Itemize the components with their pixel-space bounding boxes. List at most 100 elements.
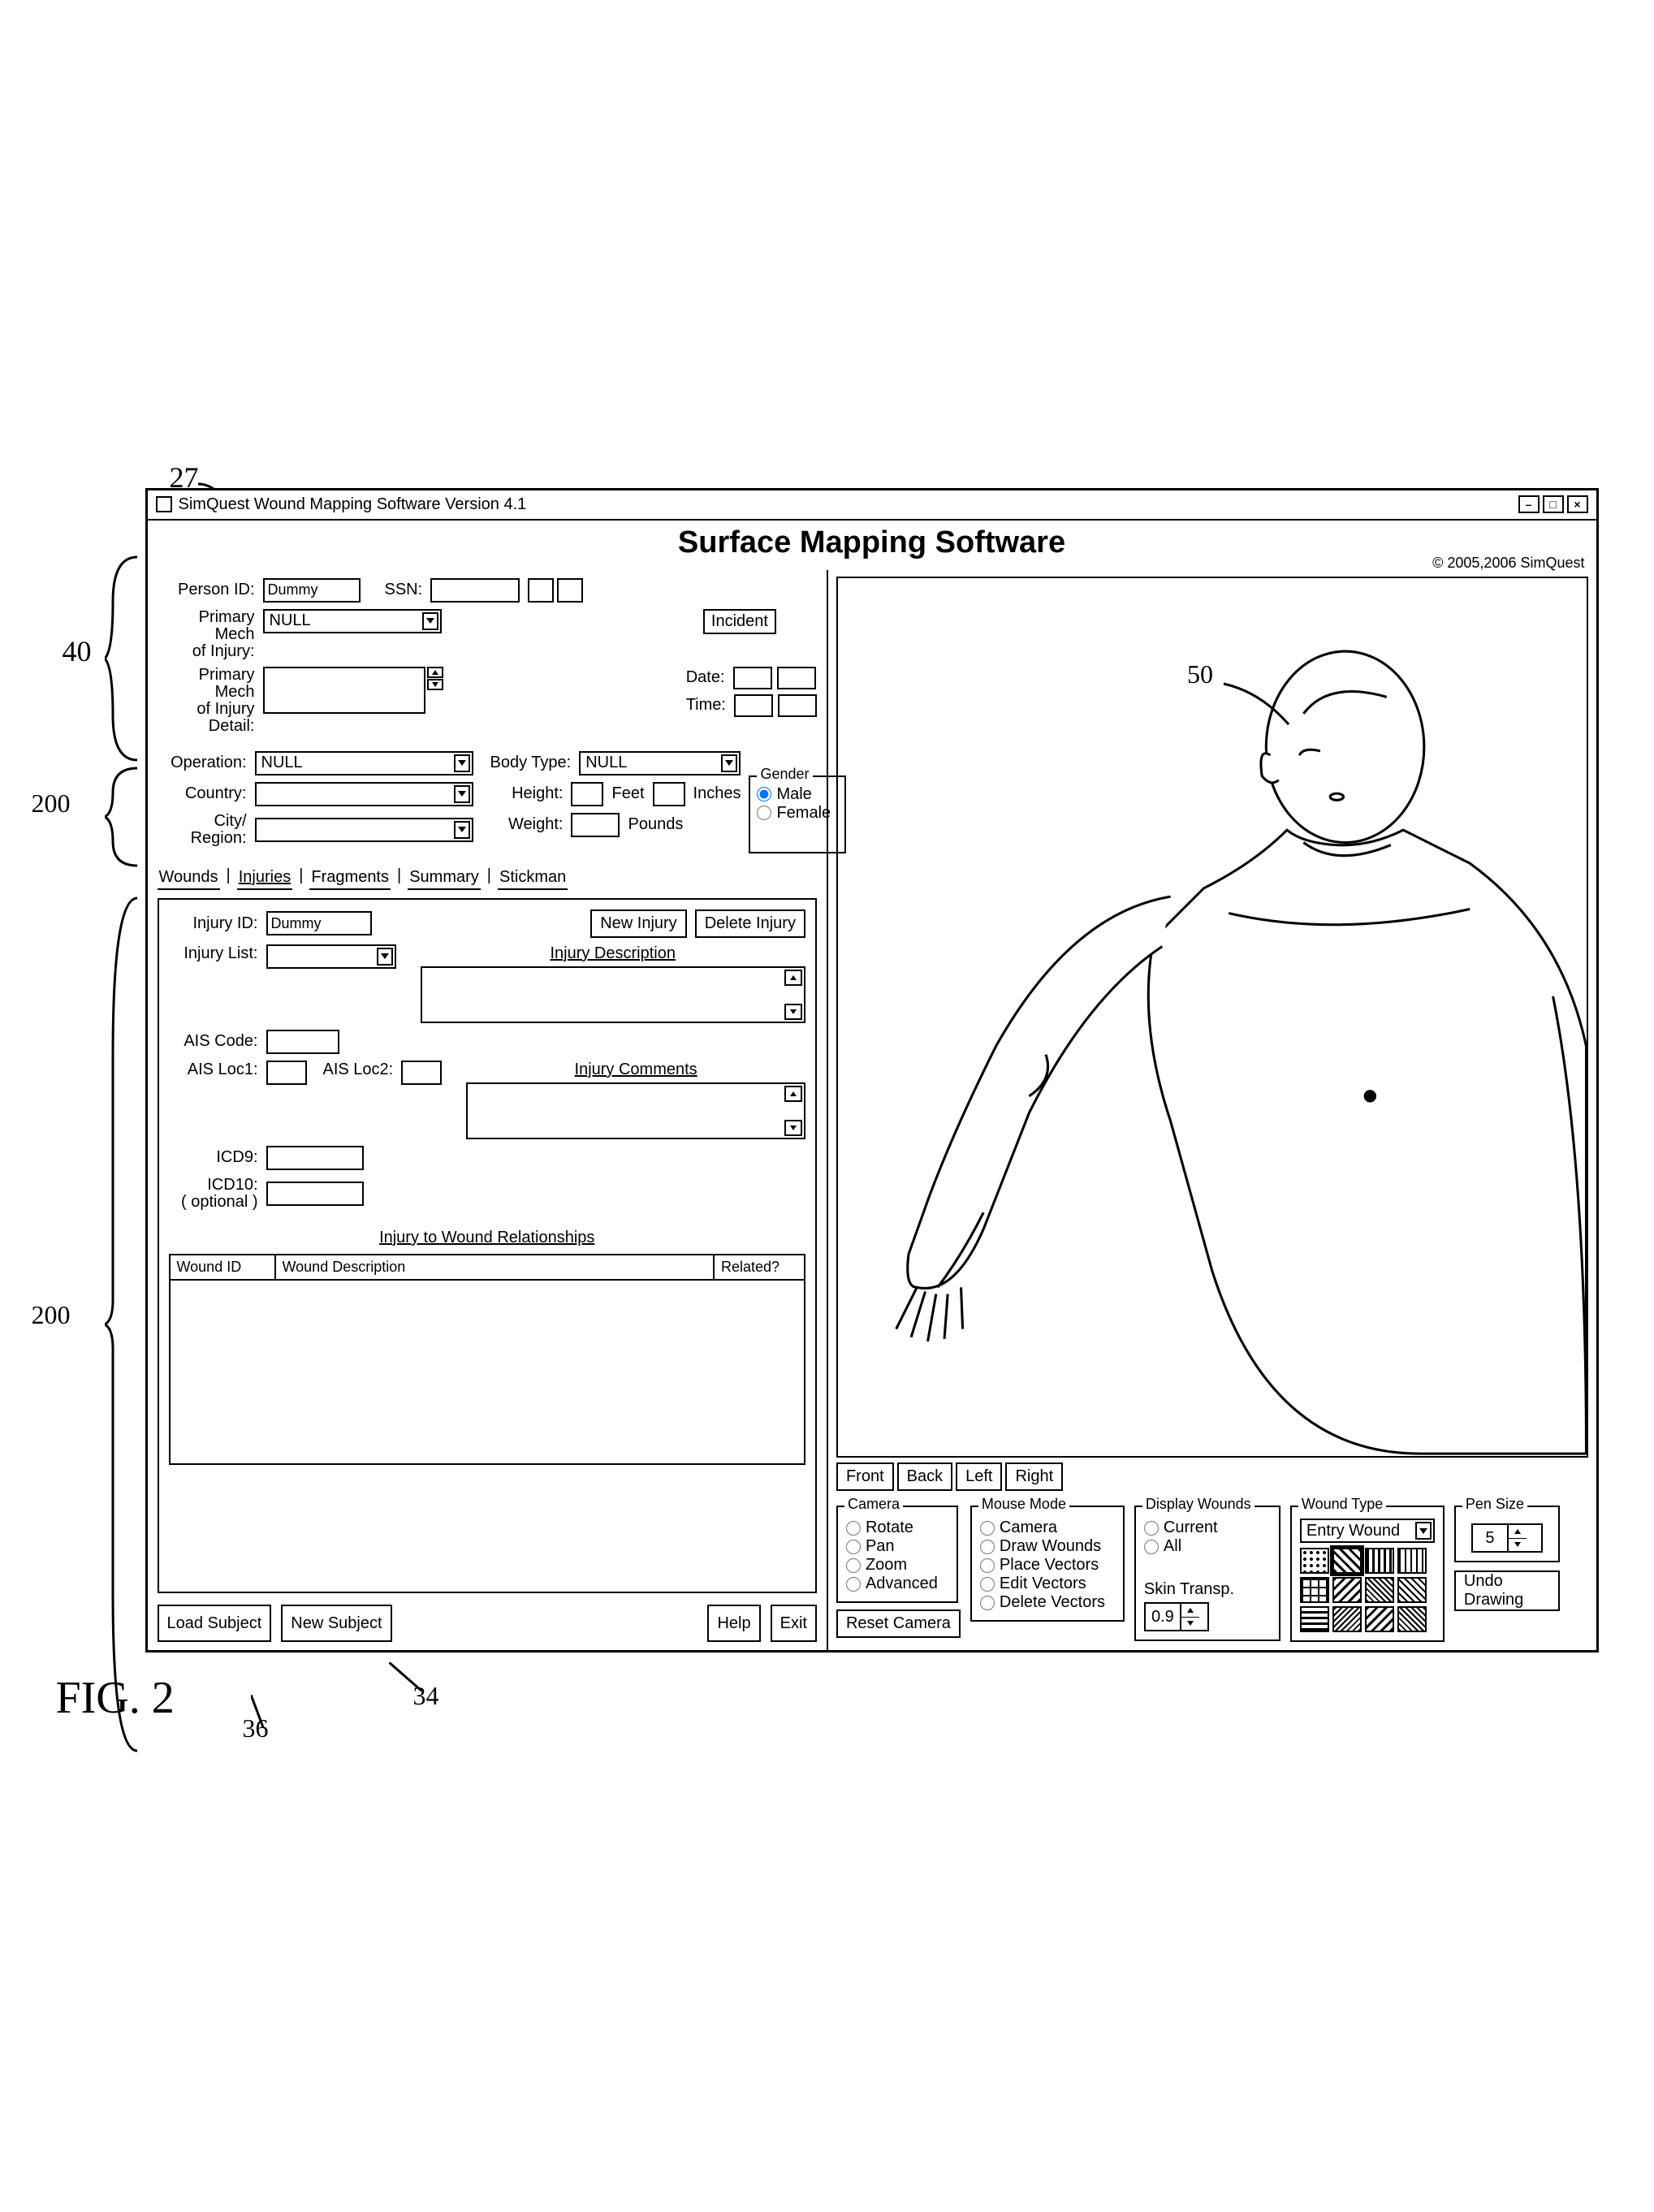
mm-camera-radio[interactable] xyxy=(980,1521,995,1536)
scroll-down-button[interactable] xyxy=(784,1120,802,1136)
figure-label: FIG. 2 xyxy=(56,1672,1599,1724)
operation-dropdown[interactable]: NULL xyxy=(255,751,474,775)
pen-size-group-label: Pen Size xyxy=(1462,1496,1527,1513)
view-left-button[interactable]: Left xyxy=(956,1462,1002,1491)
exit-button[interactable]: Exit xyxy=(771,1605,817,1642)
wound-type-dropdown[interactable]: Entry Wound xyxy=(1300,1519,1435,1543)
injury-id-label: Injury ID: xyxy=(169,914,258,933)
minimize-button[interactable]: – xyxy=(1518,495,1540,513)
weight-field[interactable] xyxy=(571,813,620,837)
load-subject-button[interactable]: Load Subject xyxy=(158,1605,272,1642)
pattern-swatch[interactable] xyxy=(1332,1577,1362,1603)
dw-all-label: All xyxy=(1164,1537,1181,1556)
dw-all-radio[interactable] xyxy=(1144,1540,1159,1554)
pattern-swatch[interactable] xyxy=(1397,1577,1427,1603)
mm-draw-radio[interactable] xyxy=(980,1540,995,1554)
height-inches-field[interactable] xyxy=(653,782,685,806)
tab-injuries[interactable]: Injuries xyxy=(237,866,292,890)
spin-down-icon[interactable] xyxy=(1509,1539,1527,1552)
time-field-1[interactable] xyxy=(734,694,773,717)
pattern-swatch[interactable] xyxy=(1365,1606,1394,1632)
camera-zoom-radio[interactable] xyxy=(846,1558,861,1573)
pattern-swatch[interactable] xyxy=(1300,1606,1329,1632)
gender-male-radio[interactable] xyxy=(757,787,771,801)
mm-place-radio[interactable] xyxy=(980,1558,995,1573)
tab-fragments[interactable]: Fragments xyxy=(309,866,391,890)
maximize-button[interactable]: □ xyxy=(1543,495,1564,513)
gender-female-radio[interactable] xyxy=(757,806,771,820)
ssn-field-2[interactable] xyxy=(528,578,554,603)
person-id-label: Person ID: xyxy=(158,581,255,599)
scroll-up-button[interactable] xyxy=(427,667,443,678)
camera-advanced-radio[interactable] xyxy=(846,1577,861,1592)
pattern-swatch[interactable] xyxy=(1300,1577,1329,1603)
injury-id-field[interactable]: Dummy xyxy=(266,911,372,935)
dw-current-radio[interactable] xyxy=(1144,1521,1159,1536)
mm-camera-label: Camera xyxy=(1000,1519,1057,1537)
tab-stickman[interactable]: Stickman xyxy=(498,866,568,890)
close-button[interactable]: × xyxy=(1567,495,1588,513)
time-label: Time: xyxy=(686,696,726,715)
primary-mech-detail-l1: Primary Mech xyxy=(158,667,255,701)
mm-delete-radio[interactable] xyxy=(980,1596,995,1610)
date-field-1[interactable] xyxy=(733,667,772,689)
spin-up-icon[interactable] xyxy=(1509,1525,1527,1539)
injury-comments-field[interactable] xyxy=(466,1082,805,1139)
skin-transp-spinner[interactable]: 0.9 xyxy=(1144,1602,1209,1631)
delete-injury-button[interactable]: Delete Injury xyxy=(695,909,805,938)
undo-drawing-button[interactable]: Undo Drawing xyxy=(1454,1570,1560,1611)
mm-edit-radio[interactable] xyxy=(980,1577,995,1592)
pattern-swatch[interactable] xyxy=(1300,1548,1329,1574)
pattern-swatch[interactable] xyxy=(1397,1548,1427,1574)
view-right-button[interactable]: Right xyxy=(1005,1462,1063,1491)
reset-camera-button[interactable]: Reset Camera xyxy=(836,1609,961,1638)
icd9-field[interactable] xyxy=(266,1146,364,1170)
dw-current-label: Current xyxy=(1164,1519,1218,1537)
ais-loc1-field[interactable] xyxy=(266,1061,307,1085)
pattern-swatch[interactable] xyxy=(1332,1548,1362,1574)
scroll-up-button[interactable] xyxy=(784,970,802,986)
pen-size-spinner[interactable]: 5 xyxy=(1471,1523,1543,1553)
pattern-swatch[interactable] xyxy=(1397,1606,1427,1632)
pattern-swatch[interactable] xyxy=(1365,1577,1394,1603)
spin-down-icon[interactable] xyxy=(1181,1618,1199,1631)
pattern-swatch[interactable] xyxy=(1365,1548,1394,1574)
injury-description-field[interactable] xyxy=(421,966,805,1023)
tab-summary[interactable]: Summary xyxy=(408,866,481,890)
camera-advanced-label: Advanced xyxy=(866,1575,938,1593)
new-injury-button[interactable]: New Injury xyxy=(590,909,686,938)
mm-place-label: Place Vectors xyxy=(1000,1556,1099,1575)
view-back-button[interactable]: Back xyxy=(897,1462,952,1491)
ssn-field-1[interactable] xyxy=(430,578,520,603)
primary-mech-dropdown[interactable]: NULL xyxy=(263,609,442,633)
primary-mech-detail-field[interactable] xyxy=(263,667,425,714)
country-dropdown[interactable] xyxy=(255,782,474,806)
tab-wounds[interactable]: Wounds xyxy=(158,866,220,890)
help-button[interactable]: Help xyxy=(707,1605,760,1642)
view-front-button[interactable]: Front xyxy=(836,1462,894,1491)
time-field-2[interactable] xyxy=(778,694,817,717)
ais-code-field[interactable] xyxy=(266,1030,339,1054)
height-feet-field[interactable] xyxy=(571,782,603,806)
new-subject-button[interactable]: New Subject xyxy=(281,1605,391,1642)
person-id-field[interactable]: Dummy xyxy=(263,578,361,603)
city-region-dropdown[interactable] xyxy=(255,818,474,842)
ssn-label: SSN: xyxy=(385,581,423,599)
pattern-swatch[interactable] xyxy=(1332,1606,1362,1632)
scroll-up-button[interactable] xyxy=(784,1086,802,1102)
injury-list-dropdown[interactable] xyxy=(266,944,396,969)
icd10-field[interactable] xyxy=(266,1182,364,1206)
camera-rotate-radio[interactable] xyxy=(846,1521,861,1536)
camera-pan-radio[interactable] xyxy=(846,1540,861,1554)
date-field-2[interactable] xyxy=(777,667,816,689)
weight-label: Weight: xyxy=(490,815,563,834)
body-type-dropdown[interactable]: NULL xyxy=(579,751,741,775)
scroll-down-button[interactable] xyxy=(784,1004,802,1020)
ssn-field-3[interactable] xyxy=(557,578,583,603)
relationship-grid[interactable]: Wound ID Wound Description Related? xyxy=(169,1254,805,1465)
scroll-down-button[interactable] xyxy=(427,679,443,690)
3d-viewport[interactable]: 50 xyxy=(836,577,1588,1458)
spin-up-icon[interactable] xyxy=(1181,1604,1199,1618)
injury-list-label: Injury List: xyxy=(169,944,258,963)
ais-loc2-field[interactable] xyxy=(401,1061,442,1085)
